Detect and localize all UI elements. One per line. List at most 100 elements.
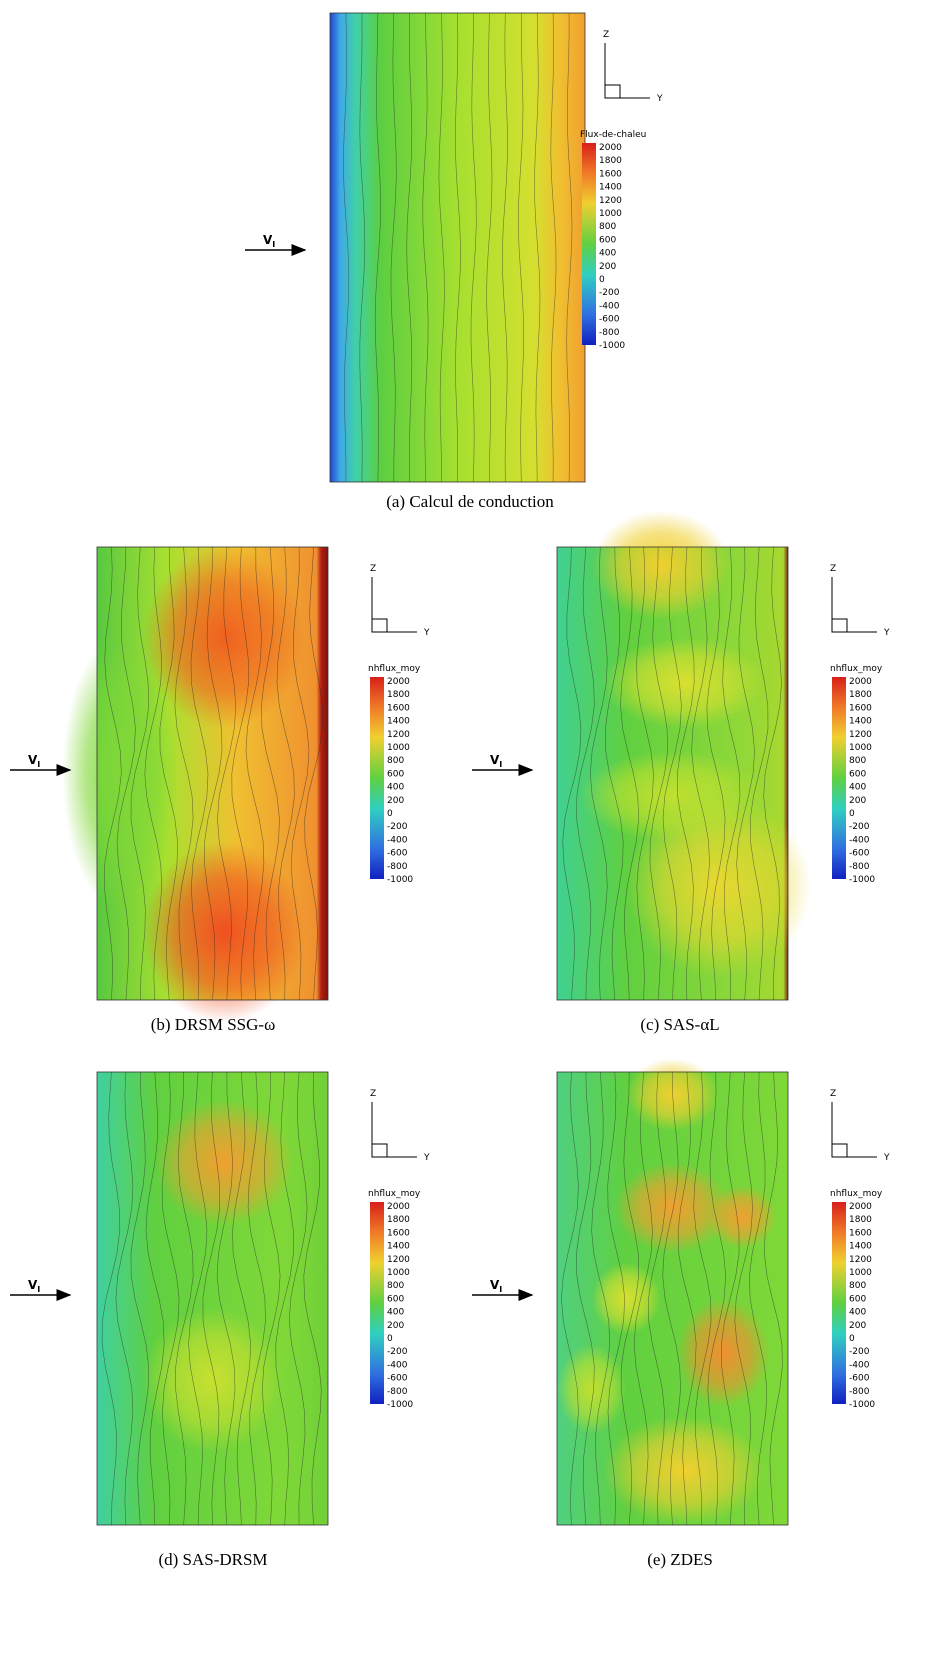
axis-label-y: Y (423, 1153, 430, 1163)
colorbar-tick-label: 1400 (387, 717, 410, 727)
axis-label-z: Z (370, 1089, 376, 1099)
colorbar-tick-label: 1400 (849, 1242, 872, 1252)
colorbar (370, 677, 384, 879)
colorbar-tick-label: 800 (387, 756, 404, 766)
contour-line (763, 546, 782, 1001)
contour-blob (62, 637, 178, 910)
contour-line (390, 12, 397, 483)
contour-line (517, 13, 525, 483)
axis-label-y: Y (883, 1153, 890, 1163)
colorbar-tick-label: 2000 (849, 677, 872, 687)
colorbar-tick-label: 200 (387, 796, 404, 806)
colorbar-tick-label: 400 (849, 1308, 866, 1318)
colorbar-tick-label: -800 (599, 328, 620, 338)
caption: (a) Calcul de conduction (386, 492, 554, 511)
colorbar-tick-label: 1000 (387, 1268, 410, 1278)
contour-line (422, 12, 429, 483)
colorbar-tick-label: 800 (387, 1281, 404, 1291)
contour-line (486, 12, 493, 483)
colorbar-tick-label: -800 (387, 1387, 408, 1397)
contour-line (145, 1071, 165, 1526)
contour-blob (580, 750, 765, 842)
colorbar-tick-label: 2000 (387, 677, 410, 687)
contour-line (104, 546, 122, 1001)
colorbar-tick-label: 200 (849, 1321, 866, 1331)
contour-line (261, 546, 280, 1001)
colorbar-tick-label: -200 (387, 822, 408, 832)
axis-triad (371, 577, 417, 633)
colorbar-tick-label: -200 (387, 1347, 408, 1357)
contour-line (174, 546, 194, 1001)
contour-line (734, 1071, 753, 1526)
colorbar-title: nhflux_moy (830, 1189, 883, 1199)
colorbar-tick-label: -600 (387, 849, 408, 859)
contour-line (648, 1071, 666, 1526)
contour-blob (557, 1343, 627, 1435)
colorbar-tick-label: 1800 (599, 156, 622, 166)
colorbar-tick-label: 1600 (599, 169, 622, 179)
colorbar-tick-label: 1600 (387, 703, 410, 713)
caption: (b) DRSM SSG-ω (151, 1015, 276, 1034)
contour-blob (707, 1185, 777, 1249)
colorbar-tick-label: 400 (849, 783, 866, 793)
inflow-label-sub: I (499, 1285, 502, 1294)
contour-line (216, 1071, 236, 1526)
colorbar-tick-label: -600 (387, 1374, 408, 1384)
colorbar-tick-label: 400 (599, 249, 616, 259)
colorbar-tick-label: 400 (387, 1308, 404, 1318)
panel: VIZYFlux-de-chaleu2000180016001400120010… (245, 12, 663, 511)
inflow-label-sub: I (37, 1285, 40, 1294)
colorbar-tick-label: -1000 (849, 1400, 875, 1410)
colorbar-title: nhflux_moy (368, 1189, 421, 1199)
colorbar (832, 1202, 846, 1404)
contour-blob (143, 841, 305, 1023)
contour-line (144, 546, 163, 1001)
contour-line (576, 546, 595, 1001)
contour-line (343, 12, 350, 482)
axis-triad (604, 43, 650, 99)
colorbar-tick-label: -400 (387, 1360, 408, 1370)
contour-blob (614, 1162, 731, 1254)
contour-line (115, 1071, 134, 1526)
contour-blob (143, 547, 305, 729)
contour-line (502, 12, 508, 483)
colorbar-title: nhflux_moy (368, 664, 421, 674)
contour-line (561, 1071, 579, 1526)
contour-line (374, 12, 382, 483)
colorbar-tick-label: 1800 (387, 1215, 410, 1225)
colorbar-tick-label: 0 (849, 1334, 855, 1344)
contour-line (707, 1071, 727, 1526)
colorbar-tick-label: -400 (387, 835, 408, 845)
axis-label-y: Y (656, 94, 663, 104)
contour-line (217, 546, 237, 1001)
plot-frame (96, 546, 329, 1001)
contour-line (116, 546, 136, 1001)
colorbar-tick-label: 1200 (849, 1255, 872, 1265)
contour-line (276, 546, 295, 1001)
inflow-label: VI (490, 1278, 502, 1294)
inflow-label-main: V (28, 753, 38, 767)
colorbar-tick-label: 1800 (849, 690, 872, 700)
inflow-label: VI (28, 753, 40, 769)
plot-frame (96, 1071, 329, 1526)
colorbar-tick-label: -600 (849, 1374, 870, 1384)
inflow-label: VI (490, 753, 502, 769)
inflow-label: VI (263, 233, 275, 249)
contour-line (261, 1071, 281, 1526)
contour-line (231, 546, 249, 1001)
colorbar (582, 143, 596, 345)
contour-line (247, 1071, 266, 1526)
colorbar-tick-label: 800 (849, 756, 866, 766)
contour-line (605, 546, 624, 1001)
axis-label-z: Z (830, 1089, 836, 1099)
colorbar-tick-label: -400 (849, 1360, 870, 1370)
contour-line (691, 547, 710, 1001)
colorbar-tick-label: -400 (599, 301, 620, 311)
panel: VIZYnhflux_moy20001800160014001200100080… (10, 546, 430, 1034)
colorbar (370, 1202, 384, 1404)
colorbar-tick-label: 600 (849, 769, 866, 779)
contour-line (304, 546, 323, 1001)
contour-line (749, 1071, 768, 1526)
colorbar-tick-label: 0 (599, 275, 605, 285)
